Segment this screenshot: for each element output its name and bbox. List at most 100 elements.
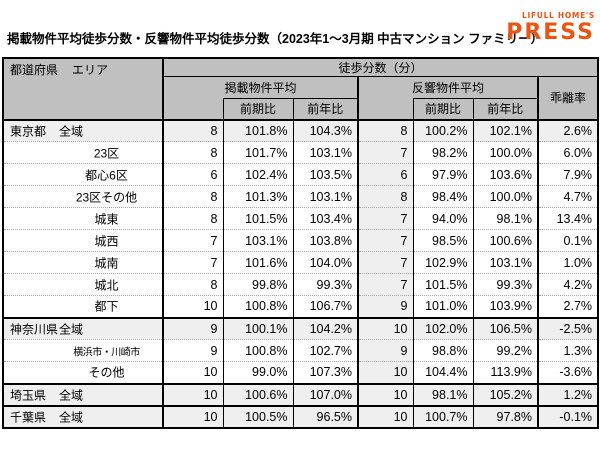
table-row: 城南 7 101.6% 104.0% 7 102.9% 103.1% 1.0% (3, 251, 599, 274)
response-qoq-cell: 101.5% (412, 273, 473, 296)
table-row: 23区 8 101.7% 103.1% 7 98.2% 100.0% 6.0% (3, 141, 599, 164)
listed-yoy-cell: 103.1% (292, 141, 358, 164)
response-yoy-cell: 97.8% (472, 405, 538, 428)
area-cell: 東京都 全域 (3, 119, 164, 142)
area-cell: 都下 (3, 295, 164, 318)
area-cell: その他 (3, 361, 164, 384)
listed-yoy-cell: 104.3% (292, 119, 358, 142)
table-row: 埼玉県 全域 10 100.6% 107.0% 10 98.1% 105.2% 1.2% (3, 383, 599, 406)
listed-avg-cell: 8 (162, 273, 223, 296)
response-qoq-cell: 98.2% (412, 141, 473, 164)
deviation-cell: 4.2% (536, 273, 599, 296)
prefecture-label: 東京都 (10, 124, 47, 139)
deviation-cell: 1.2% (536, 383, 599, 406)
listed-qoq-cell: 101.7% (222, 141, 293, 164)
listed-qoq-cell: 101.6% (222, 251, 293, 274)
listed-avg-cell: 10 (162, 295, 223, 318)
response-average-group-header: 反響物件平均 (357, 76, 538, 99)
listed-yoy-cell: 102.7% (292, 339, 358, 362)
deviation-cell: 7.9% (536, 163, 599, 186)
deviation-cell: 0.1% (536, 229, 599, 252)
listed-avg-cell: 8 (162, 185, 223, 208)
response-avg-cell: 7 (357, 229, 413, 252)
deviation-cell: 4.7% (536, 185, 599, 208)
response-avg-cell: 10 (357, 361, 413, 384)
listed-qoq-cell: 99.0% (222, 361, 293, 384)
response-qoq-cell: 98.4% (412, 185, 473, 208)
response-avg-cell: 10 (357, 317, 413, 340)
response-qoq-cell: 98.1% (412, 383, 473, 406)
page-title: 掲載物件平均徒歩分数・反響物件平均徒歩分数（2023年1～3月期 中古マンション… (7, 32, 544, 46)
area-label: 都下 (94, 299, 119, 314)
area-label: 全域 (59, 410, 84, 424)
area-label: 城西 (94, 234, 119, 248)
table-row: 23区その他 8 101.3% 103.1% 8 98.4% 100.0% 4.7% (3, 185, 599, 208)
area-label: 城北 (94, 278, 119, 292)
response-qoq-cell: 97.9% (412, 163, 473, 186)
area-label: 23区その他 (75, 190, 138, 204)
deviation-cell: 2.7% (536, 295, 599, 318)
logo-press-text: PRESS (506, 19, 595, 45)
response-qoq-cell: 102.9% (412, 251, 473, 274)
area-cell: 城南 (3, 251, 164, 274)
listed-yoy-cell: 103.1% (292, 185, 358, 208)
area-label: その他 (88, 365, 125, 380)
response-avg-cell: 7 (357, 273, 413, 296)
response-avg-cell: 7 (357, 251, 413, 274)
listed-avg-cell: 7 (162, 229, 223, 252)
table-row: 横浜市・川崎市 9 100.8% 102.7% 9 98.8% 99.2% 1.3% (3, 339, 599, 362)
table-row: 神奈川県 全域 9 100.1% 104.2% 10 102.0% 106.5% -2.5% (3, 317, 599, 340)
response-avg-cell: 8 (357, 119, 413, 142)
response-yoy-cell: 99.3% (472, 273, 538, 296)
deviation-cell: 1.0% (536, 251, 599, 274)
listed-yoy-cell: 106.7% (292, 295, 358, 318)
area-label: 全域 (59, 124, 84, 139)
listed-average-group-header: 掲載物件平均 (163, 76, 358, 99)
response-yoy-header: 前年比 (472, 98, 538, 120)
listed-yoy-header: 前年比 (292, 98, 358, 120)
response-qoq-cell: 102.0% (412, 317, 473, 340)
area-cell: 城西 (3, 229, 164, 252)
listed-yoy-cell: 104.0% (292, 251, 358, 274)
table-row: その他 10 99.0% 107.3% 10 104.4% 113.9% -3.6% (3, 361, 599, 384)
deviation-rate-header: 乖離率 (536, 76, 599, 120)
response-qoq-cell: 94.0% (412, 207, 473, 230)
listed-qoq-cell: 100.5% (222, 405, 293, 428)
area-cell: 城北 (3, 273, 164, 296)
listed-avg-cell: 9 (162, 317, 223, 340)
listed-qoq-cell: 100.1% (222, 317, 293, 340)
response-yoy-cell: 100.0% (472, 141, 538, 164)
area-label: 全域 (59, 388, 84, 402)
listed-qoq-cell: 103.1% (222, 229, 293, 252)
listed-avg-cell: 10 (162, 361, 223, 384)
listed-avg-cell: 8 (162, 207, 223, 230)
deviation-cell: 1.3% (536, 339, 599, 362)
response-yoy-cell: 103.1% (472, 251, 538, 274)
table-body: 東京都 全域 8 101.8% 104.3% 8 100.2% 102.1% 2.6% 23区 8 1… (3, 119, 599, 428)
response-avg-blank-header (357, 98, 413, 120)
listed-yoy-cell: 103.4% (292, 207, 358, 230)
response-qoq-cell: 100.7% (412, 405, 473, 428)
deviation-cell: -3.6% (536, 361, 599, 384)
walk-minutes-table: 都道府県 エリア 徒歩分数（分） 掲載物件平均 反響物件平均 乖離率 前期比 前年… (2, 57, 600, 429)
area-cell: 神奈川県 全域 (3, 317, 164, 340)
listed-avg-cell: 6 (162, 163, 223, 186)
response-avg-cell: 10 (357, 405, 413, 428)
listed-yoy-cell: 96.5% (292, 405, 358, 428)
area-cell: 埼玉県 全域 (3, 383, 164, 406)
listed-avg-cell: 10 (162, 383, 223, 406)
listed-yoy-cell: 103.5% (292, 163, 358, 186)
area-header-label: エリア (72, 63, 109, 77)
deviation-cell: -0.1% (536, 405, 599, 428)
listed-yoy-cell: 99.3% (292, 273, 358, 296)
response-qoq-cell: 101.0% (412, 295, 473, 318)
lifull-homes-press-logo: LIFULL HOME'S PRESS (506, 12, 595, 44)
walk-minutes-header: 徒歩分数（分） (163, 58, 599, 77)
listed-avg-cell: 8 (162, 141, 223, 164)
deviation-cell: -2.5% (536, 317, 599, 340)
response-avg-cell: 8 (357, 185, 413, 208)
area-cell: 23区 (3, 141, 164, 164)
response-yoy-cell: 113.9% (472, 361, 538, 384)
listed-avg-cell: 10 (162, 405, 223, 428)
response-avg-cell: 6 (357, 163, 413, 186)
